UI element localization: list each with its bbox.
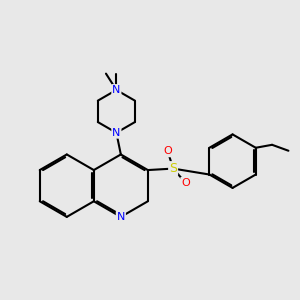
Text: O: O <box>181 178 190 188</box>
Text: O: O <box>164 146 172 156</box>
Text: N: N <box>112 85 121 95</box>
Text: N: N <box>112 128 121 138</box>
Text: S: S <box>169 162 177 175</box>
Text: N: N <box>117 212 125 222</box>
